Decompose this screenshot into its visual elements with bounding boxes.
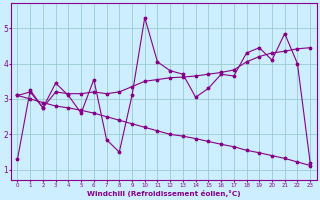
X-axis label: Windchill (Refroidissement éolien,°C): Windchill (Refroidissement éolien,°C) (87, 190, 241, 197)
